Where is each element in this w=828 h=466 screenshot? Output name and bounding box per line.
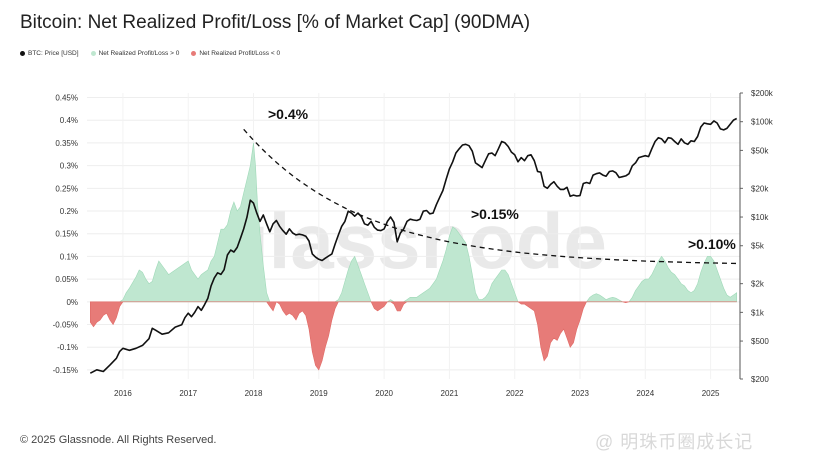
y-left-tick-5: 0.2% — [60, 207, 78, 216]
axes: 0.45% 0.4% 0.35% 0.3% 0.25% 0.2% 0.15% 0.1% 0.05… — [53, 89, 774, 398]
trend-line — [243, 128, 741, 265]
y-left-tick-11: -0.1% — [57, 343, 78, 352]
x-tick-3: 2019 — [310, 389, 328, 398]
x-tick-2: 2018 — [245, 389, 263, 398]
legend-dot-profit — [90, 51, 96, 56]
pl-areas — [90, 142, 737, 371]
x-tick-4: 2020 — [375, 389, 393, 398]
y-left-tick-7: 0.1% — [60, 252, 78, 261]
legend: BTC: Price [USD] Net Realized Profit/Los… — [20, 50, 280, 57]
y-left-tick-4: 0.25% — [55, 184, 78, 193]
legend-label-profit: Net Realized Profit/Loss > 0 — [98, 50, 180, 57]
loss-area — [90, 301, 737, 371]
profit-area — [90, 142, 737, 303]
legend-label-price: BTC: Price [USD] — [28, 50, 79, 57]
btc-price-line — [89, 117, 738, 374]
y-left-tick-1: 0.4% — [60, 116, 78, 125]
y-left-tick-2: 0.35% — [55, 139, 78, 148]
annotation-2: >0.10% — [688, 236, 736, 252]
x-tick-8: 2024 — [636, 389, 654, 398]
y-right-tick-3: $20k — [751, 184, 769, 193]
copyright: © 2025 Glassnode. All Rights Reserved. — [20, 434, 217, 446]
legend-item-profit[interactable]: Net Realized Profit/Loss > 0 — [90, 50, 180, 57]
y-right-tick-9: $200 — [751, 375, 769, 384]
credit-watermark: @ 明珠币圈成长记 — [595, 432, 754, 452]
legend-label-loss: Net Realized Profit/Loss < 0 — [199, 50, 281, 57]
y-right-tick-1: $100k — [751, 118, 774, 127]
annotation-0: >0.4% — [268, 106, 309, 122]
y-right-tick-5: $5k — [751, 242, 765, 251]
legend-dot-price — [20, 51, 25, 56]
x-tick-1: 2017 — [179, 389, 197, 398]
glassnode-watermark: glassnode — [221, 197, 607, 285]
y-left-tick-12: -0.15% — [53, 366, 78, 375]
legend-dot-loss — [191, 51, 197, 56]
x-tick-7: 2023 — [571, 389, 589, 398]
y-left-tick-6: 0.15% — [55, 230, 78, 239]
y-right-tick-2: $50k — [751, 146, 769, 155]
x-tick-6: 2022 — [506, 389, 524, 398]
legend-item-price[interactable]: BTC: Price [USD] — [20, 50, 79, 57]
x-tick-9: 2025 — [702, 389, 720, 398]
annotations: >0.4% >0.15% >0.10% — [268, 106, 736, 252]
x-tick-0: 2016 — [114, 389, 132, 398]
y-right-tick-0: $200k — [751, 89, 774, 98]
price-line — [89, 117, 738, 374]
y-left-tick-8: 0.05% — [55, 275, 78, 284]
y-right-tick-4: $10k — [751, 213, 769, 222]
y-left-tick-9: 0% — [66, 298, 78, 307]
chart-title: Bitcoin: Net Realized Profit/Loss [% of … — [20, 12, 531, 33]
y-right-tick-7: $1k — [751, 308, 765, 317]
y-right-tick-6: $2k — [751, 280, 765, 289]
x-tick-5: 2021 — [441, 389, 459, 398]
y-left-tick-0: 0.45% — [55, 94, 78, 103]
decay-trend-line — [243, 128, 741, 265]
y-left-tick-3: 0.3% — [60, 162, 78, 171]
annotation-1: >0.15% — [471, 206, 519, 222]
y-right-tick-8: $500 — [751, 337, 769, 346]
legend-item-loss[interactable]: Net Realized Profit/Loss < 0 — [191, 50, 280, 57]
y-left-tick-10: -0.05% — [53, 321, 78, 330]
